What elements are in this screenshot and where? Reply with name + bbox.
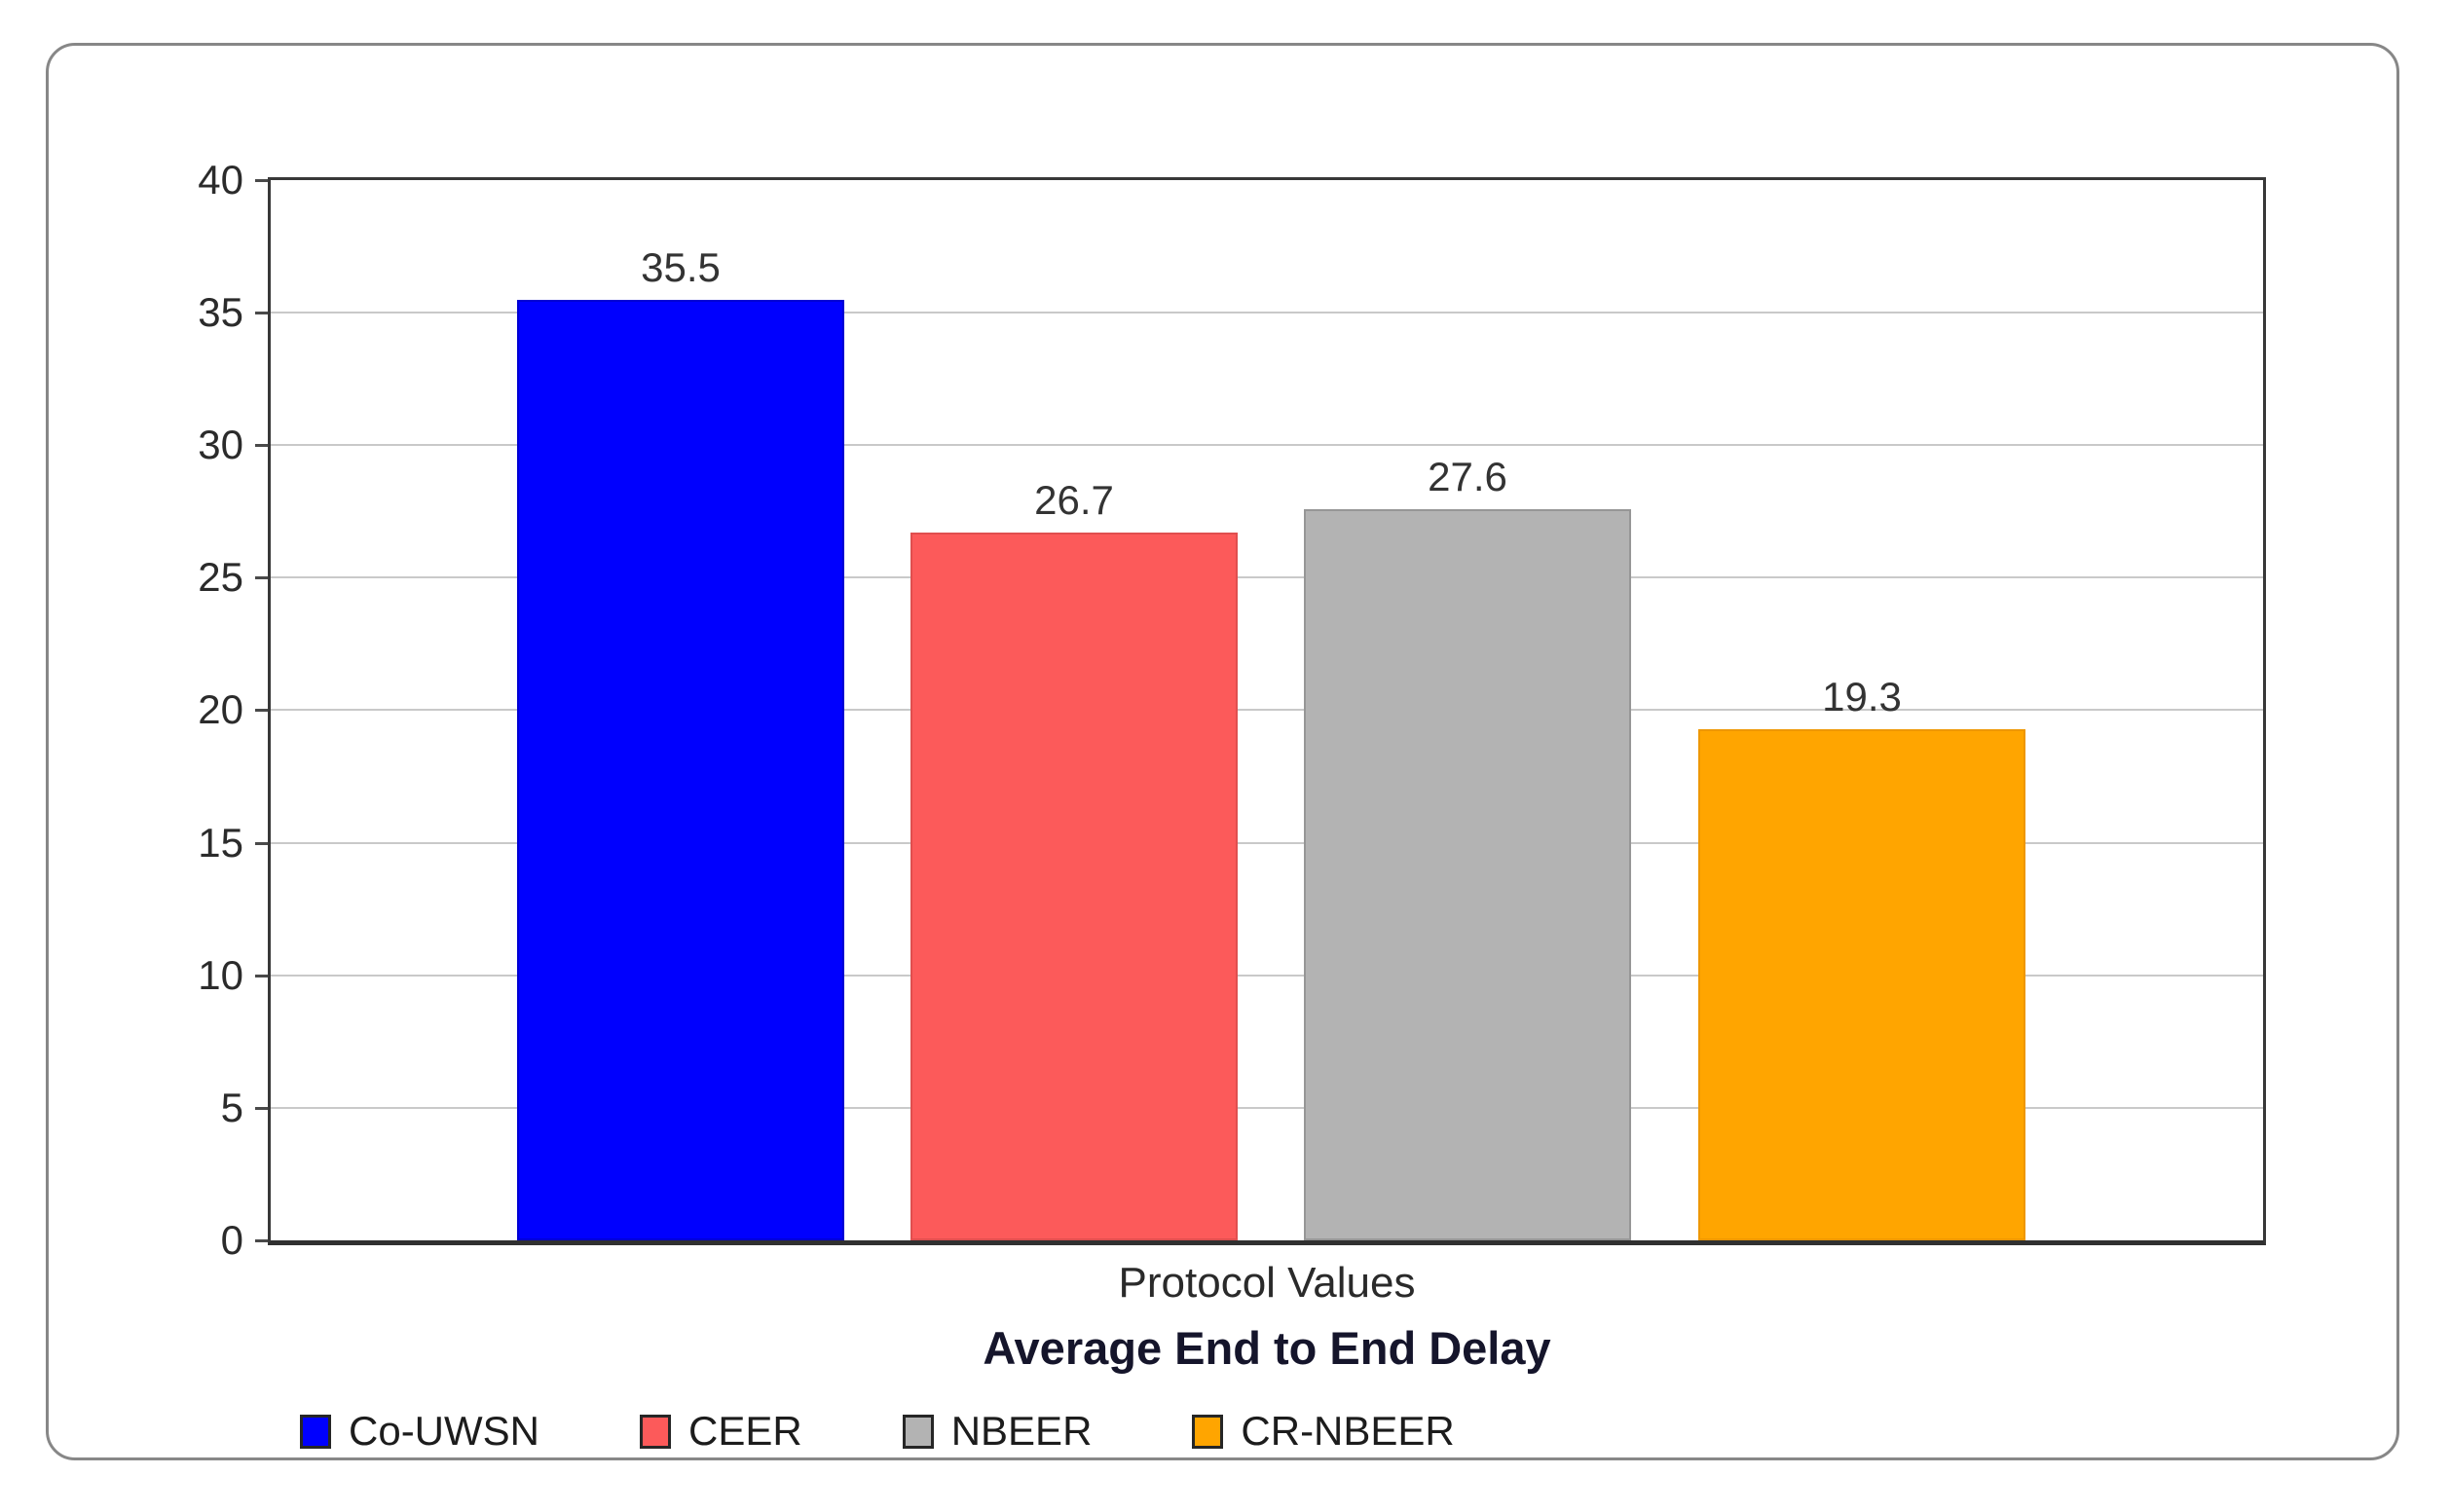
legend-label: NBEER — [950, 1408, 1093, 1454]
legend-swatch — [902, 1414, 934, 1449]
y-axis-tick — [255, 576, 268, 579]
gridline — [271, 444, 2263, 446]
bar-value-label: 35.5 — [641, 244, 721, 290]
bar-value-label: 27.6 — [1428, 454, 1507, 499]
legend-label: CR-NBEER — [1241, 1408, 1455, 1454]
y-axis-tick — [255, 444, 268, 447]
bar-CR-NBEER — [1698, 729, 2025, 1240]
y-tick-label: 5 — [220, 1085, 243, 1130]
legend-swatch — [300, 1414, 331, 1449]
bar-Co-UWSN — [517, 300, 844, 1240]
legend-item-CEER: CEER — [640, 1409, 802, 1454]
plot-area: 35.5 26.7 27.6 19.3 — [268, 177, 2266, 1245]
bar-CEER — [910, 533, 1238, 1240]
legend-item-NBEER: NBEER — [902, 1408, 1093, 1454]
legend-swatch — [1192, 1414, 1224, 1449]
bar-value-label: 19.3 — [1822, 674, 1902, 719]
gridline — [271, 1107, 2263, 1109]
gridline — [271, 709, 2263, 711]
y-tick-label: 15 — [198, 820, 243, 866]
gridline — [271, 576, 2263, 578]
y-axis-tick — [255, 1107, 268, 1110]
legend: Co-UWSN CEER NBEER CR-NBEER — [300, 1409, 1455, 1454]
y-tick-label: 20 — [198, 686, 243, 732]
legend-label: CEER — [688, 1408, 802, 1454]
bar-value-label: 26.7 — [1034, 477, 1114, 523]
y-tick-label: 0 — [220, 1217, 243, 1263]
y-axis-tick — [255, 1239, 268, 1242]
chart-title: Average End to End Delay — [983, 1322, 1551, 1374]
y-axis-tick — [255, 842, 268, 845]
y-axis-tick — [255, 312, 268, 314]
y-axis-tick — [255, 975, 268, 977]
y-axis-tick — [255, 709, 268, 712]
gridline — [271, 842, 2263, 844]
x-axis-label: Protocol Values — [1118, 1259, 1416, 1307]
legend-swatch — [640, 1414, 671, 1449]
y-tick-label: 25 — [198, 554, 243, 600]
y-tick-label: 10 — [198, 952, 243, 998]
y-tick-label: 35 — [198, 289, 243, 335]
y-axis-tick — [255, 179, 268, 182]
gridline — [271, 975, 2263, 977]
legend-label: Co-UWSN — [349, 1408, 539, 1454]
bar-NBEER — [1304, 509, 1631, 1240]
gridline — [271, 312, 2263, 313]
legend-item-CR-NBEER: CR-NBEER — [1192, 1408, 1455, 1454]
chart-card: 35.5 26.7 27.6 19.3 0 5 10 15 20 25 30 35 40 Protoc… — [46, 43, 2399, 1460]
y-tick-label: 40 — [198, 157, 243, 203]
y-tick-label: 30 — [198, 422, 243, 467]
legend-item-Co-UWSN: Co-UWSN — [300, 1409, 539, 1454]
